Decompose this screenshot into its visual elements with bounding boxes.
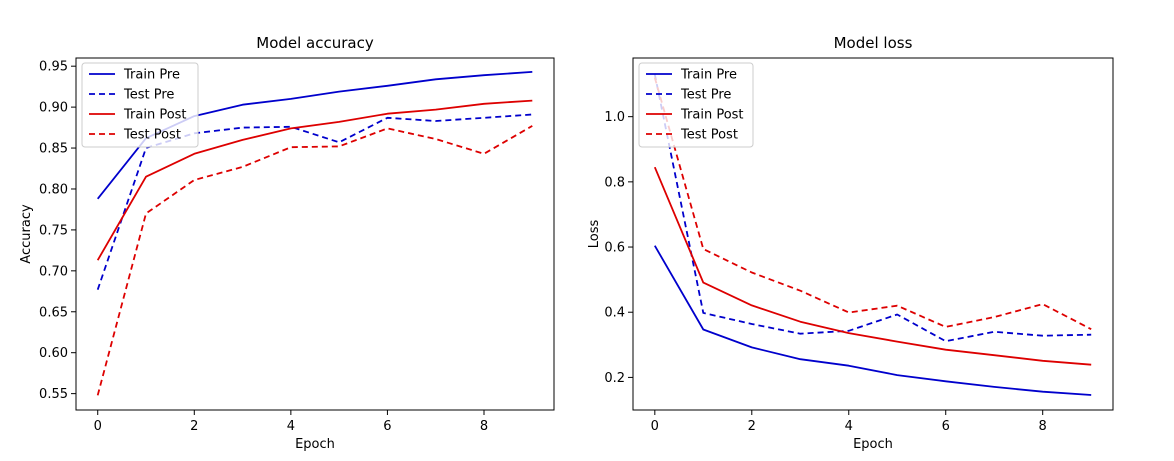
loss-x-axis-label: Epoch — [853, 437, 893, 452]
accuracy-x-axis-label: Epoch — [295, 437, 335, 452]
accuracy-legend-label-test-pre: Test Pre — [123, 88, 174, 103]
loss-legend-frame — [638, 62, 754, 148]
loss-legend: Train Pre Test Pre Train Post Test Post — [638, 62, 754, 148]
loss-x-tick-label: 4 — [845, 419, 853, 434]
accuracy-y-tick-label: 0.65 — [39, 305, 68, 320]
accuracy-y-tick-label: 0.75 — [39, 223, 68, 238]
accuracy-legend-label-train-pre: Train Pre — [123, 68, 180, 83]
accuracy-chart: Model accuracy 0 2 4 6 8 0.55 0.60 0.65 0.70 0.75 0… — [19, 34, 555, 452]
loss-y-tick-label: 0.6 — [604, 241, 625, 256]
accuracy-legend-frame — [81, 62, 199, 148]
accuracy-y-tick-label: 0.55 — [39, 387, 68, 402]
loss-chart-title: Model loss — [834, 34, 913, 52]
loss-y-axis-label: Loss — [587, 220, 602, 249]
loss-y-tick-label: 0.4 — [604, 306, 625, 321]
loss-y-tick-label: 0.2 — [604, 371, 625, 386]
loss-series-line-train-post — [653, 166, 1092, 366]
loss-x-tick-label: 0 — [651, 419, 659, 434]
loss-legend-label-train-post: Train Post — [680, 108, 744, 123]
loss-y-tick-label: 1.0 — [604, 110, 625, 125]
loss-chart: Model loss 0 2 4 6 8 0.2 0.4 0.6 0.8 1.0 Epoch Loss T… — [587, 34, 1114, 452]
accuracy-chart-title: Model accuracy — [256, 34, 374, 52]
accuracy-y-axis-label: Accuracy — [19, 204, 34, 264]
accuracy-legend-label-test-post: Test Post — [123, 128, 181, 143]
accuracy-x-tick-label: 4 — [287, 419, 295, 434]
accuracy-y-tick-label: 0.95 — [39, 60, 68, 75]
accuracy-y-tick-label: 0.85 — [39, 142, 68, 157]
accuracy-series-line-test-post — [96, 125, 533, 396]
loss-series-line-test-pre — [653, 74, 1092, 343]
loss-legend-label-test-post: Test Post — [680, 128, 738, 143]
accuracy-x-tick-label: 8 — [480, 419, 488, 434]
accuracy-y-tick-label: 0.70 — [39, 264, 68, 279]
loss-legend-label-train-pre: Train Pre — [680, 68, 737, 83]
loss-x-tick-label: 8 — [1039, 419, 1047, 434]
accuracy-y-tick-label: 0.80 — [39, 182, 68, 197]
loss-axes-frame — [632, 57, 1114, 411]
loss-series-line-train-pre — [654, 245, 1092, 396]
loss-legend-label-test-pre: Test Pre — [680, 88, 731, 103]
accuracy-y-tick-label: 0.90 — [39, 101, 68, 116]
accuracy-x-tick-label: 0 — [94, 419, 102, 434]
accuracy-legend: Train Pre Test Pre Train Post Test Post — [81, 62, 199, 148]
loss-y-tick-label: 0.8 — [604, 175, 625, 190]
loss-x-tick-label: 6 — [942, 419, 950, 434]
accuracy-x-tick-label: 2 — [190, 419, 198, 434]
accuracy-x-tick-label: 6 — [383, 419, 391, 434]
loss-x-tick-label: 2 — [748, 419, 756, 434]
accuracy-legend-label-train-post: Train Post — [123, 108, 187, 123]
accuracy-axes-frame — [75, 57, 555, 411]
accuracy-y-tick-label: 0.60 — [39, 346, 68, 361]
loss-series-line-test-post — [653, 77, 1092, 330]
accuracy-series-line-train-post — [96, 99, 533, 261]
